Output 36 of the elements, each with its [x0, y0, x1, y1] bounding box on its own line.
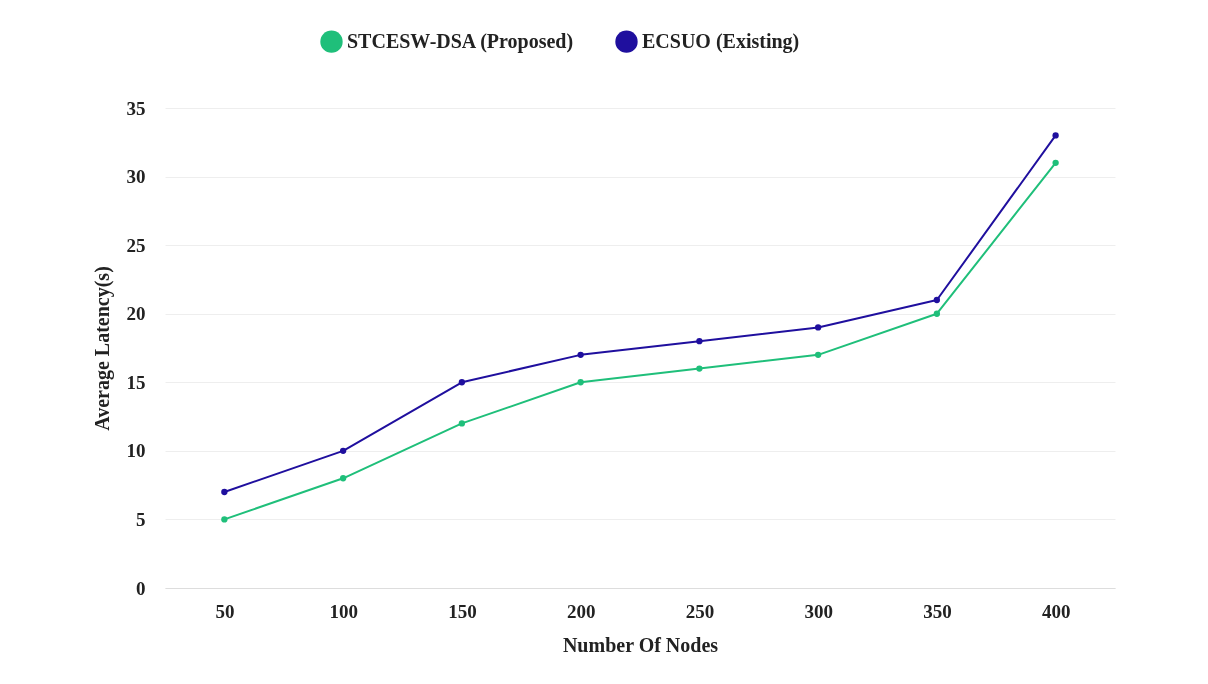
point: [696, 337, 703, 345]
point: [814, 351, 822, 359]
x-axis-title: Number Of Nodes: [562, 633, 719, 656]
point: [458, 379, 466, 386]
y-tick-label: 30: [126, 166, 146, 188]
x-tick-label: 100: [329, 600, 358, 622]
point: [814, 324, 822, 331]
point: [933, 310, 941, 317]
point: [221, 516, 228, 523]
point: [221, 488, 228, 496]
point: [458, 420, 466, 427]
point: [1052, 159, 1059, 167]
y-tick-label: 25: [126, 234, 146, 256]
point: [1052, 132, 1059, 139]
point: [933, 296, 941, 304]
x-tick-label: 300: [804, 600, 833, 622]
x-tick-label: 200: [566, 600, 596, 622]
y-tick-label: 35: [126, 97, 146, 119]
x-tick-label: 350: [923, 600, 952, 622]
x-tick-label: 250: [685, 600, 715, 622]
legend-label: ECSUO (Existing): [642, 29, 800, 53]
point: [577, 379, 584, 386]
y-tick-label: 10: [126, 440, 146, 462]
point: [577, 351, 584, 359]
y-tick-label: 5: [136, 508, 146, 530]
x-tick-label: 400: [1041, 600, 1071, 622]
x-tick-label: 150: [448, 600, 477, 622]
y-axis-title: Average Latency(s): [90, 266, 114, 431]
y-tick-label: 0: [136, 577, 146, 599]
point: [339, 447, 347, 455]
y-tick-label: 15: [126, 371, 146, 393]
x-tick-label: 50: [215, 600, 235, 622]
legend-label: STCESW-DSA (Proposed): [347, 29, 574, 53]
point: [696, 365, 703, 372]
y-tick-label: 20: [126, 303, 146, 325]
point: [339, 475, 347, 482]
